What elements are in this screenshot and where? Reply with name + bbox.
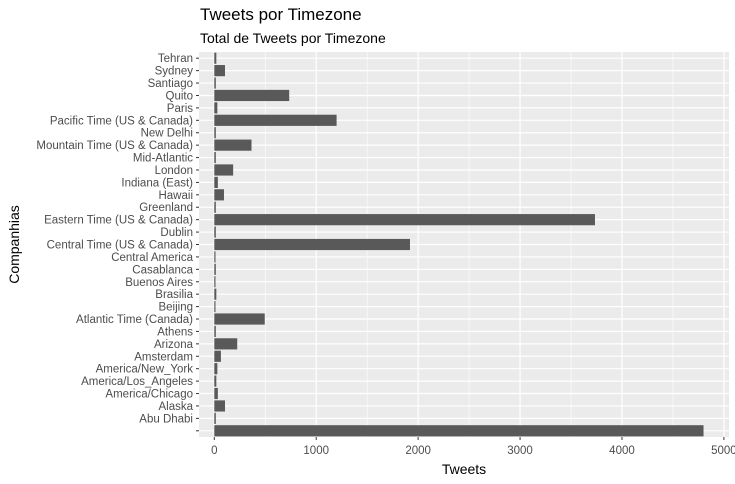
y-tick-label: Quito xyxy=(166,90,194,102)
bar xyxy=(214,65,225,77)
bar xyxy=(214,89,290,102)
bar xyxy=(214,338,238,350)
chart-title: Tweets por Timezone xyxy=(200,5,362,24)
y-axis-title: Companhias xyxy=(6,205,22,284)
x-tick-label: 2000 xyxy=(405,445,431,457)
y-tick-label: Eastern Time (US & Canada) xyxy=(44,215,193,227)
bar xyxy=(214,313,265,325)
y-tick-label: Abu Dhabi xyxy=(139,413,193,425)
y-tick-label: Casablanca xyxy=(132,264,193,276)
y-tick-label: Arizona xyxy=(154,339,194,351)
y-tick-label: America/New_York xyxy=(96,364,194,376)
x-tick-label: 3000 xyxy=(507,445,533,457)
y-tick-label: Dublin xyxy=(160,227,193,239)
bar xyxy=(214,214,595,226)
y-tick-label: America/Los_Angeles xyxy=(81,376,193,388)
bar xyxy=(214,350,221,362)
y-tick-label: Pacific Time (US & Canada) xyxy=(50,115,193,127)
y-tick-label: London xyxy=(155,165,193,177)
chart-subtitle: Total de Tweets por Timezone xyxy=(200,30,386,46)
bar xyxy=(214,77,216,89)
y-tick-label: Central America xyxy=(111,252,193,264)
y-tick-label: Tehran xyxy=(158,53,193,65)
y-tick-label: Santiago xyxy=(148,78,193,90)
bar xyxy=(214,176,218,188)
y-tick-label: Mid-Atlantic xyxy=(133,153,193,165)
bar xyxy=(214,52,217,64)
bar xyxy=(214,288,217,300)
bar xyxy=(214,263,216,275)
bar xyxy=(214,375,217,387)
bar xyxy=(214,412,216,424)
y-tick-label: Athens xyxy=(157,326,193,338)
y-tick-label: Central Time (US & Canada) xyxy=(47,240,194,252)
y-tick-label: Alaska xyxy=(158,401,193,413)
bar xyxy=(214,201,216,213)
x-tick-label: 0 xyxy=(211,445,217,457)
bar xyxy=(214,276,216,288)
bar xyxy=(214,151,216,164)
x-tick-label: 4000 xyxy=(609,445,635,457)
bar xyxy=(214,387,218,400)
x-tick-label: 5000 xyxy=(711,445,735,457)
y-tick-label: Indiana (East) xyxy=(121,177,193,189)
bar xyxy=(214,325,216,338)
y-tick-label: Atlantic Time (Canada) xyxy=(76,314,193,326)
y-tick-label: Beijing xyxy=(158,302,193,314)
y-tick-label: Amsterdam xyxy=(134,351,193,363)
bar xyxy=(214,189,224,201)
bar xyxy=(214,127,216,139)
y-tick-label: Greenland xyxy=(139,202,193,214)
bar xyxy=(214,114,337,126)
y-tick-label: Mountain Time (US & Canada) xyxy=(36,140,193,152)
bar xyxy=(214,301,216,313)
x-axis-title: Tweets xyxy=(442,461,486,477)
bar xyxy=(214,164,234,176)
bar xyxy=(214,400,225,412)
x-tick-label: 1000 xyxy=(303,445,329,457)
bar xyxy=(214,238,410,251)
bar xyxy=(214,139,252,151)
y-tick-label: Brasilia xyxy=(155,289,193,301)
bar xyxy=(214,251,216,263)
y-tick-label: America/Chicago xyxy=(105,389,193,401)
y-tick-label: Buenos Aires xyxy=(125,277,193,289)
bar xyxy=(214,102,218,114)
y-tick-label: Hawaii xyxy=(158,190,193,202)
bar xyxy=(214,363,218,375)
bar xyxy=(214,226,216,238)
y-tick-label: Sydney xyxy=(155,66,194,78)
y-tick-label: Paris xyxy=(167,103,193,115)
y-tick-label: New Delhi xyxy=(141,128,193,140)
bar xyxy=(214,425,704,437)
